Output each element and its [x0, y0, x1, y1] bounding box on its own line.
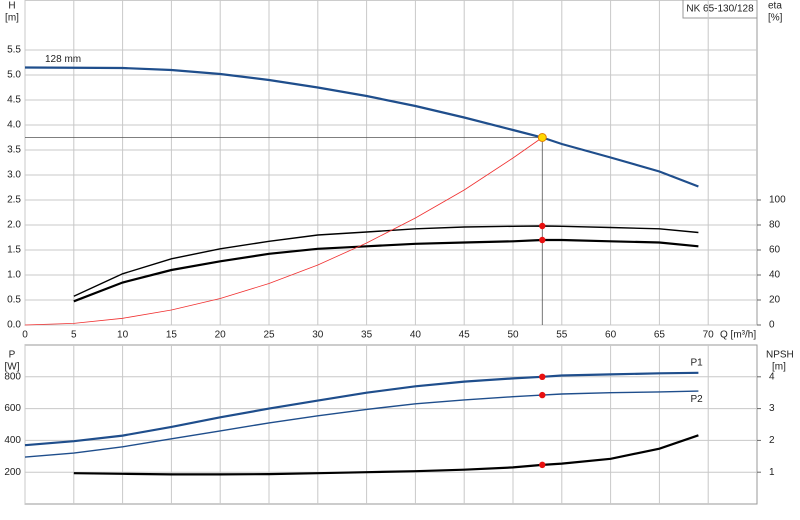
duty-marker	[539, 373, 546, 380]
y-tick-label: 2.0	[7, 220, 21, 231]
y-label: H	[8, 1, 15, 12]
y-tick-label: 3.5	[7, 145, 21, 156]
y-tick-label: 3.0	[7, 170, 21, 181]
y2-tick-label: 80	[769, 220, 781, 231]
y2-unit: [%]	[768, 13, 783, 24]
y2-label: NPSH	[766, 350, 794, 361]
y2-tick-label: 100	[769, 195, 786, 206]
y-tick-label: 600	[4, 403, 21, 414]
y2-tick-label: 20	[769, 295, 781, 306]
duty-marker	[539, 222, 546, 230]
x-tick-label: 20	[215, 330, 227, 341]
plot-frame	[24, 344, 758, 505]
series-line	[24, 371, 699, 447]
x-label: Q [m³/h]	[720, 330, 756, 341]
series-line	[24, 137, 543, 326]
y2-tick-label: 2	[769, 435, 775, 446]
x-tick-label: 35	[361, 330, 373, 341]
y2-tick-label: 1	[769, 467, 775, 478]
series-line	[24, 66, 699, 188]
x-tick-label: 65	[654, 330, 666, 341]
operating-point	[537, 133, 547, 142]
series-line	[24, 390, 699, 458]
y-tick-label: 0.0	[7, 320, 21, 331]
plot-frame	[24, 0, 758, 326]
series-label: P2	[690, 394, 703, 405]
series-label: P1	[690, 357, 703, 368]
x-tick-label: 25	[263, 330, 275, 341]
y-tick-label: 4.0	[7, 120, 21, 131]
x-tick-label: 40	[410, 330, 422, 341]
y2-tick-label: 60	[769, 245, 781, 256]
chart-title: NK 65-130/128	[686, 4, 754, 15]
x-tick-label: 45	[459, 330, 471, 341]
y-tick-label: 5.5	[7, 45, 21, 56]
y-tick-label: 400	[4, 435, 21, 446]
duty-marker	[539, 461, 546, 469]
x-tick-label: 70	[703, 330, 715, 341]
series-line	[73, 238, 699, 303]
y2-label: eta	[768, 1, 782, 12]
y2-tick-label: 40	[769, 270, 781, 281]
y-label: P	[9, 350, 16, 361]
x-tick-label: 5	[71, 330, 77, 341]
x-tick-label: 55	[556, 330, 568, 341]
x-tick-label: 15	[166, 330, 178, 341]
series-line	[73, 225, 699, 297]
y2-unit: [m]	[772, 362, 786, 373]
duty-marker	[539, 236, 546, 244]
y-tick-label: 1.5	[7, 245, 21, 256]
y2-tick-label: 3	[769, 403, 775, 414]
y-unit: [W]	[5, 362, 20, 373]
x-tick-label: 10	[117, 330, 129, 341]
y-tick-label: 5.0	[7, 70, 21, 81]
y-tick-label: 1.0	[7, 270, 21, 281]
y-unit: [m]	[5, 13, 19, 24]
y-tick-label: 4.5	[7, 95, 21, 106]
y2-tick-label: 0	[769, 320, 775, 331]
duty-marker	[539, 391, 546, 399]
y-tick-label: 200	[4, 467, 21, 478]
series-label: 128 mm	[45, 54, 81, 65]
y2-tick-label: 4	[769, 371, 775, 382]
x-tick-label: 30	[312, 330, 324, 341]
y-tick-label: 2.5	[7, 195, 21, 206]
x-tick-label: 60	[605, 330, 617, 341]
title-box	[682, 0, 758, 19]
x-tick-label: 50	[507, 330, 519, 341]
y-tick-label: 800	[4, 371, 21, 382]
y-tick-label: 0.5	[7, 295, 21, 306]
x-tick-label: 0	[22, 330, 28, 341]
series-line	[73, 434, 699, 476]
